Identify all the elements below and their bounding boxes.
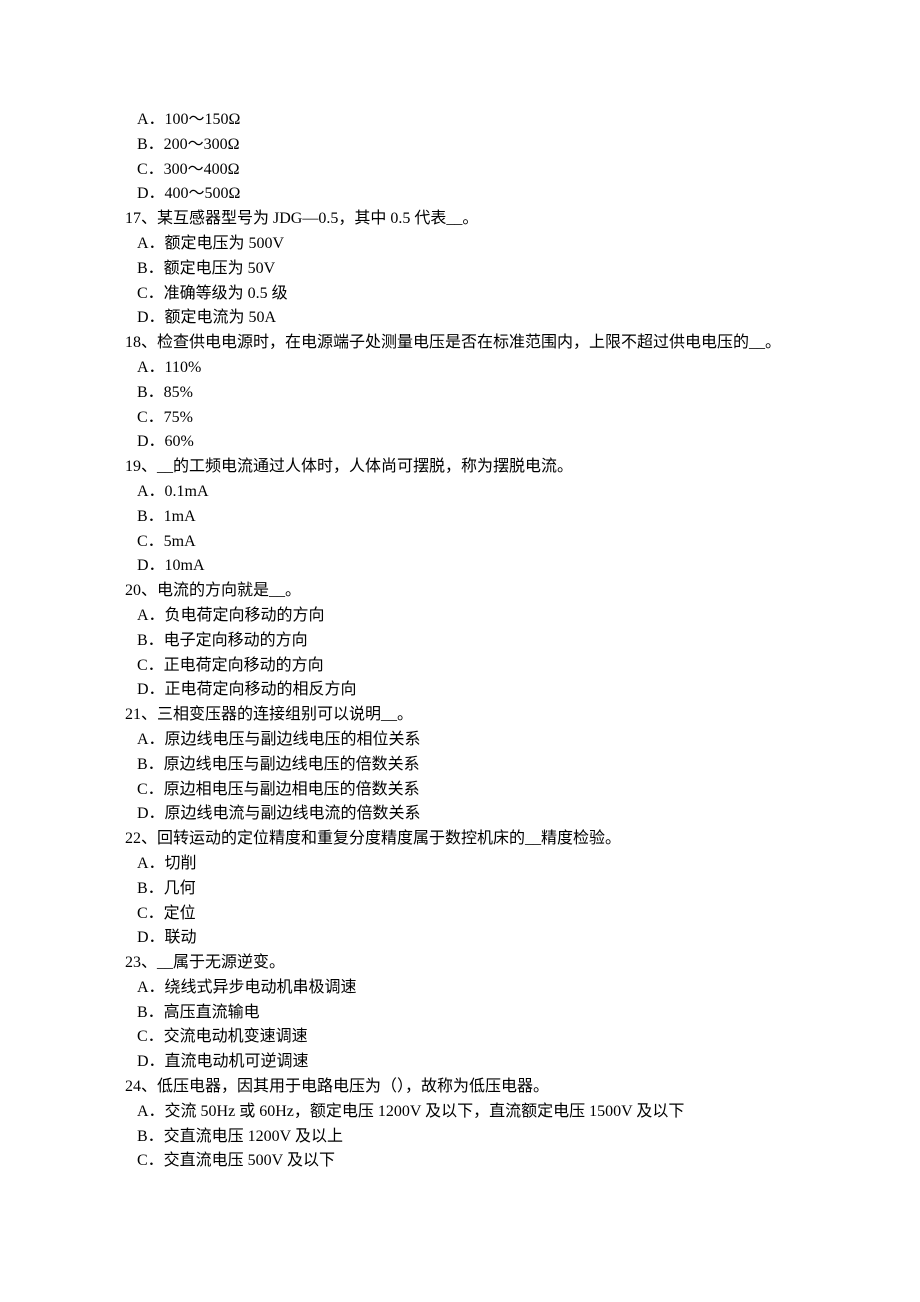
question-option: C．定位 xyxy=(125,902,795,927)
question-option: B．85% xyxy=(125,381,795,406)
question-option: C．原边相电压与副边相电压的倍数关系 xyxy=(125,778,795,803)
question-option: B．电子定向移动的方向 xyxy=(125,629,795,654)
question-option: D．额定电流为 50A xyxy=(125,306,795,331)
orphan-option: C．300～400Ω xyxy=(125,158,795,183)
question-option: A．110% xyxy=(125,356,795,381)
question-option: A．额定电压为 500V xyxy=(125,232,795,257)
question-option: A．0.1mA xyxy=(125,480,795,505)
question-option: C．交直流电压 500V 及以下 xyxy=(125,1149,795,1174)
question-option: C．75% xyxy=(125,406,795,431)
orphan-option: B．200～300Ω xyxy=(125,133,795,158)
document-page: A．100～150Ω B．200～300Ω C．300～400Ω D．400～5… xyxy=(0,0,920,1302)
question-stem: 23、__属于无源逆变。 xyxy=(125,951,795,976)
question-option: A．原边线电压与副边线电压的相位关系 xyxy=(125,728,795,753)
question-option: A．交流 50Hz 或 60Hz，额定电压 1200V 及以下，直流额定电压 1… xyxy=(125,1100,795,1125)
question-option: B．高压直流输电 xyxy=(125,1001,795,1026)
question-option: A．切削 xyxy=(125,852,795,877)
question-stem: 20、电流的方向就是__。 xyxy=(125,579,795,604)
question-option: D．原边线电流与副边线电流的倍数关系 xyxy=(125,802,795,827)
question-option: C．正电荷定向移动的方向 xyxy=(125,654,795,679)
question-option: C．准确等级为 0.5 级 xyxy=(125,282,795,307)
question-stem: 18、检查供电电源时，在电源端子处测量电压是否在标准范围内，上限不超过供电电压的… xyxy=(125,331,795,356)
question-option: D．60% xyxy=(125,430,795,455)
question-option: B．1mA xyxy=(125,505,795,530)
question-stem: 19、__的工频电流通过人体时，人体尚可摆脱，称为摆脱电流。 xyxy=(125,455,795,480)
orphan-option: D．400～500Ω xyxy=(125,182,795,207)
question-stem: 17、某互感器型号为 JDG—0.5，其中 0.5 代表__。 xyxy=(125,207,795,232)
question-option: B．额定电压为 50V xyxy=(125,257,795,282)
question-stem: 24、低压电器，因其用于电路电压为（），故称为低压电器。 xyxy=(125,1075,795,1100)
question-stem: 21、三相变压器的连接组别可以说明__。 xyxy=(125,703,795,728)
question-option: C．交流电动机变速调速 xyxy=(125,1025,795,1050)
orphan-option: A．100～150Ω xyxy=(125,108,795,133)
question-option: C．5mA xyxy=(125,530,795,555)
question-option: B．交直流电压 1200V 及以上 xyxy=(125,1125,795,1150)
question-option: B．几何 xyxy=(125,877,795,902)
question-option: B．原边线电压与副边线电压的倍数关系 xyxy=(125,753,795,778)
question-option: D．正电荷定向移动的相反方向 xyxy=(125,678,795,703)
question-option: A．负电荷定向移动的方向 xyxy=(125,604,795,629)
question-option: D．联动 xyxy=(125,926,795,951)
question-option: A．绕线式异步电动机串极调速 xyxy=(125,976,795,1001)
question-stem: 22、回转运动的定位精度和重复分度精度属于数控机床的__精度检验。 xyxy=(125,827,795,852)
question-option: D．10mA xyxy=(125,554,795,579)
question-option: D．直流电动机可逆调速 xyxy=(125,1050,795,1075)
